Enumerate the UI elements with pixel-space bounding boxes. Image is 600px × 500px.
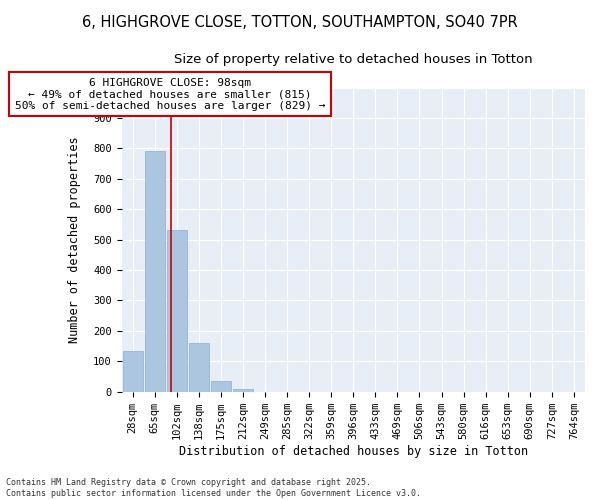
Bar bbox=[233, 388, 253, 392]
Bar bbox=[167, 230, 187, 392]
Text: Contains HM Land Registry data © Crown copyright and database right 2025.
Contai: Contains HM Land Registry data © Crown c… bbox=[6, 478, 421, 498]
Text: 6, HIGHGROVE CLOSE, TOTTON, SOUTHAMPTON, SO40 7PR: 6, HIGHGROVE CLOSE, TOTTON, SOUTHAMPTON,… bbox=[82, 15, 518, 30]
Bar bbox=[145, 152, 164, 392]
Title: Size of property relative to detached houses in Totton: Size of property relative to detached ho… bbox=[174, 52, 533, 66]
X-axis label: Distribution of detached houses by size in Totton: Distribution of detached houses by size … bbox=[179, 444, 528, 458]
Bar bbox=[122, 350, 143, 392]
Y-axis label: Number of detached properties: Number of detached properties bbox=[68, 136, 81, 343]
Bar bbox=[211, 381, 231, 392]
Bar bbox=[189, 343, 209, 392]
Text: 6 HIGHGROVE CLOSE: 98sqm
← 49% of detached houses are smaller (815)
50% of semi-: 6 HIGHGROVE CLOSE: 98sqm ← 49% of detach… bbox=[15, 78, 325, 111]
